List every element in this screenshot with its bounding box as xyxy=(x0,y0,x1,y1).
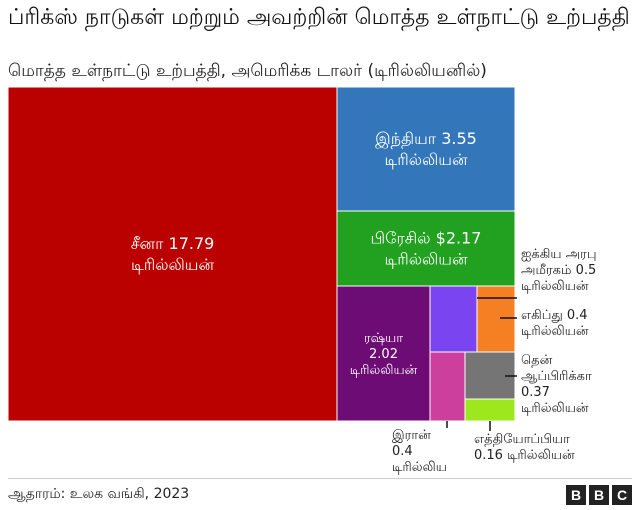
china-label-line: டிரில்லியன் xyxy=(131,255,215,274)
south-africa-label-line: 0.37 xyxy=(521,385,550,400)
egypt-label-line: எகிப்து 0.4 xyxy=(521,308,588,323)
tile-ethiopia xyxy=(464,398,516,422)
russia-label: ரஷ்யா 2.02 டிரில்லியன் xyxy=(350,331,418,378)
tile-iran xyxy=(429,351,466,422)
bbc-logo-letter: B xyxy=(566,485,586,505)
tile-egypt xyxy=(476,285,516,353)
egypt-label-line: டிரில்லியன் xyxy=(521,324,589,339)
bbc-logo-letter: C xyxy=(612,485,632,505)
brazil-label-line: பிரேசில் $2.17 xyxy=(371,229,482,248)
brazil-label-line: டிரில்லியன் xyxy=(384,250,468,269)
footer-divider xyxy=(8,478,632,479)
india-label-line: இந்தியா 3.55 xyxy=(375,129,477,149)
iran-label: இரான் 0.4 டிரில்லிய xyxy=(392,428,447,476)
ethiopia-label: எத்தியோப்பியா 0.16 டிரில்லியன் xyxy=(474,432,575,464)
tile-brazil xyxy=(336,210,516,287)
tile-china xyxy=(7,86,338,422)
uae-label: ஐக்கிய அரபு அமீரகம் 0.5 டிரில்லியன் xyxy=(521,247,597,295)
tile-russia xyxy=(336,285,431,422)
china-label-line: சீனா 17.79 xyxy=(131,234,215,253)
uae-label-line: ஐக்கிய அரபு xyxy=(521,247,597,262)
egypt-label: எகிப்து 0.4 டிரில்லியன் xyxy=(521,308,589,340)
uae-label-line: அமீரகம் 0.5 xyxy=(521,263,597,278)
russia-label-line: ரஷ்யா xyxy=(364,331,403,346)
bbc-logo-letter: B xyxy=(589,485,609,505)
ethiopia-label-line: 0.16 டிரில்லியன் xyxy=(474,448,575,463)
brazil-label: பிரேசில் $2.17 டிரில்லியன் xyxy=(371,229,482,269)
south-africa-label-line: தென் xyxy=(521,353,553,368)
bbc-logo: B B C xyxy=(566,485,632,505)
russia-label-line: 2.02 xyxy=(369,347,398,362)
chart-title: ப்ரிக்ஸ் நாடுகள் மற்றும் அவற்றின் மொத்த … xyxy=(8,5,630,30)
russia-label-line: டிரில்லியன் xyxy=(350,363,418,378)
chart-subtitle: மொத்த உள்நாட்டு உற்பத்தி, அமெரிக்க டாலர்… xyxy=(8,61,487,81)
tile-uae xyxy=(429,285,478,353)
source-note: ஆதாரம்: உலக வங்கி, 2023 xyxy=(8,486,190,502)
uae-label-line: டிரில்லியன் xyxy=(521,279,589,294)
iran-label-line: 0.4 xyxy=(392,444,413,459)
china-label: சீனா 17.79 டிரில்லியன் xyxy=(131,234,215,274)
south-africa-label-line: டிரில்லியன் xyxy=(521,401,589,416)
south-africa-label: தென் ஆப்பிரிக்கா 0.37 டிரில்லியன் xyxy=(521,353,592,417)
tile-india xyxy=(336,86,516,212)
treemap-chart: சீனா 17.79 டிரில்லியன்இந்தியா 3.55 டிரில்ல… xyxy=(7,86,517,431)
south-africa-label-line: ஆப்பிரிக்கா xyxy=(521,369,592,384)
india-label-line: டிரில்லியன் xyxy=(384,150,468,169)
india-label: இந்தியா 3.55 டிரில்லியன் xyxy=(375,129,477,169)
ethiopia-label-line: எத்தியோப்பியா xyxy=(474,432,570,447)
iran-label-line: டிரில்லிய xyxy=(392,460,447,475)
iran-label-line: இரான் xyxy=(392,428,431,443)
